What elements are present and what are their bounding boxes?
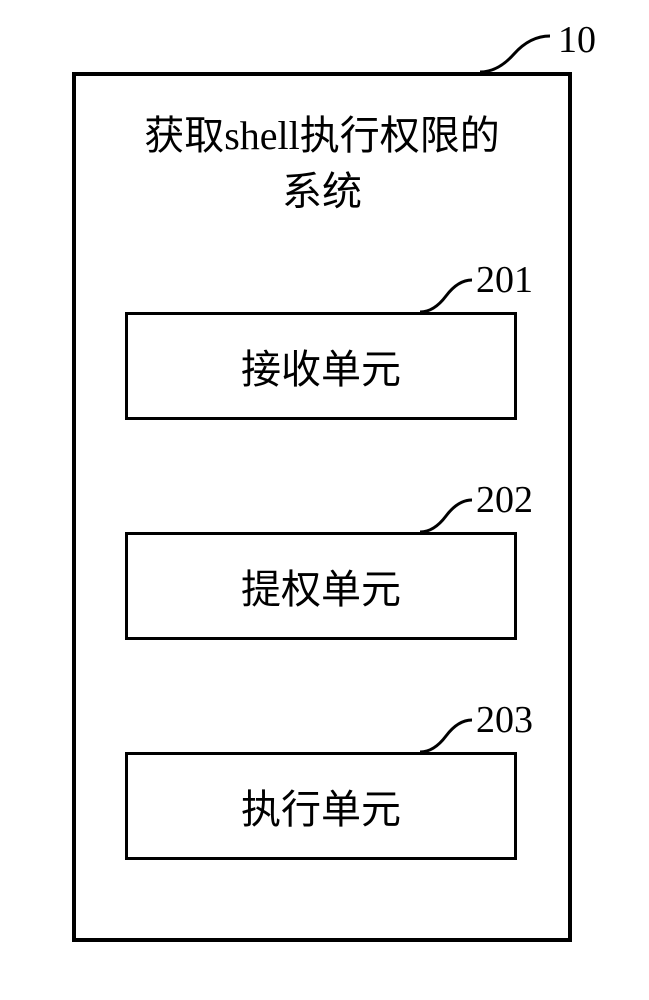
unit-201-label: 接收单元 <box>241 337 401 395</box>
unit-201-id-label: 201 <box>476 258 533 302</box>
unit-201-box: 接收单元 <box>125 312 517 420</box>
unit-203-box: 执行单元 <box>125 752 517 860</box>
unit-203-connector-line <box>410 712 480 754</box>
unit-202-id-label: 202 <box>476 478 533 522</box>
unit-202-box: 提权单元 <box>125 532 517 640</box>
unit-201-connector-line <box>410 272 480 314</box>
unit-203-label: 执行单元 <box>241 777 401 835</box>
system-connector-line <box>470 30 560 74</box>
system-id-label: 10 <box>558 18 596 62</box>
system-title-line2: 系统 <box>282 169 362 214</box>
unit-203-id-label: 203 <box>476 698 533 742</box>
unit-202-connector-line <box>410 492 480 534</box>
system-title: 获取shell执行权限的 系统 <box>90 108 554 220</box>
system-title-line1: 获取shell执行权限的 <box>144 113 500 158</box>
unit-202-label: 提权单元 <box>241 557 401 615</box>
